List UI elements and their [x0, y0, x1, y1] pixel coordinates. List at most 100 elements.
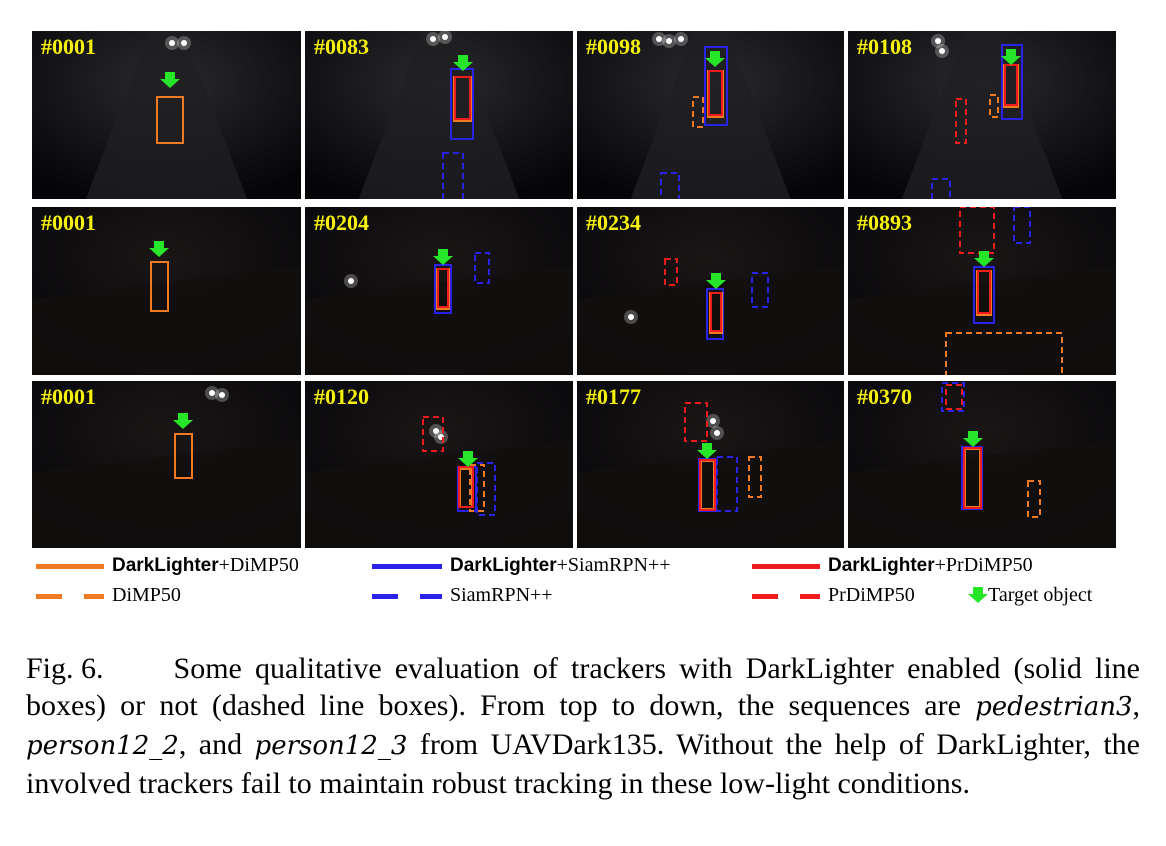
- caption-separator-2: , and: [178, 728, 243, 761]
- darklighter-tracker-box: [710, 292, 722, 332]
- legend-solid-line: [36, 564, 104, 569]
- frame-number-label: #0098: [586, 34, 641, 59]
- legend-label-bold: DarkLighter: [112, 555, 219, 576]
- ground-surface: [32, 265, 301, 375]
- darklighter-tracker-box: [977, 270, 991, 314]
- sequence-name-2: person12_2: [26, 731, 179, 761]
- tracking-frame: #0120: [305, 381, 573, 548]
- light-source: [181, 40, 187, 46]
- baseline-tracker-box: [716, 456, 738, 512]
- tracker-legend: DarkLighter+DiMP50 DarkLighter+SiamRPN++ D…: [0, 548, 1166, 610]
- baseline-tracker-box: [1027, 480, 1041, 518]
- legend-label-bold: DarkLighter: [450, 555, 557, 576]
- legend-label: DiMP50: [112, 583, 181, 607]
- legend-label-text: PrDiMP50: [828, 584, 915, 606]
- tracking-frame: #0083: [305, 31, 573, 199]
- legend-entry: SiamRPN++: [372, 582, 732, 608]
- frame-scene: [848, 31, 1116, 199]
- light-source: [935, 38, 941, 44]
- tracking-frame: #0001: [32, 31, 301, 199]
- frame-scene: [32, 207, 301, 375]
- baseline-tracker-box: [751, 272, 769, 308]
- baseline-tracker-box: [945, 332, 1063, 375]
- frame-scene: [305, 31, 573, 199]
- legend-label-text: +DiMP50: [218, 554, 299, 576]
- legend-label-bold: DarkLighter: [828, 555, 935, 576]
- legend-solid-line: [752, 564, 820, 569]
- darklighter-tracker-box: [454, 76, 471, 120]
- darklighter-tracker-box: [704, 46, 728, 126]
- legend-label: DarkLighter+DiMP50: [112, 553, 299, 578]
- light-source: [939, 48, 945, 54]
- target-object-arrow-icon: [968, 587, 988, 603]
- tracking-frame: #0234: [577, 207, 844, 375]
- frame-number-label: #0893: [857, 210, 912, 235]
- frame-number-label: #0083: [314, 34, 369, 59]
- tracking-frame: #0370: [848, 381, 1116, 548]
- frame-number-label: #0177: [586, 384, 641, 409]
- qualitative-results-grid: #0001 #0083 #0098 #0108 #0001 #0204 #0234 #0893…: [32, 31, 1116, 548]
- frame-number-label: #0001: [41, 34, 96, 59]
- ground-surface: [305, 439, 573, 548]
- baseline-tracker-box: [684, 402, 708, 442]
- tracking-frame: #0108: [848, 31, 1116, 199]
- tracking-frame: #0098: [577, 31, 844, 199]
- target-arrow-icon: [1001, 49, 1021, 65]
- legend-entry: PrDiMP50: [752, 582, 1112, 608]
- legend-dashed-line: [752, 594, 820, 599]
- light-source: [710, 418, 716, 424]
- road-surface: [358, 31, 520, 199]
- baseline-tracker-box: [476, 462, 496, 516]
- sequence-name-1: pedestrian3: [975, 692, 1133, 722]
- baseline-tracker-box: [748, 456, 762, 498]
- baseline-tracker-box: [955, 98, 967, 144]
- frame-scene: [32, 31, 301, 199]
- baseline-tracker-box: [692, 96, 704, 128]
- target-arrow-icon: [453, 55, 473, 71]
- tracking-frame: #0177: [577, 381, 844, 548]
- light-source: [678, 36, 684, 42]
- target-arrow-icon: [160, 72, 180, 88]
- legend-entry: Target object: [968, 582, 1166, 608]
- target-arrow-icon: [149, 241, 169, 257]
- frame-scene: [305, 207, 573, 375]
- frame-scene: [32, 381, 301, 548]
- caption-separator-1: ,: [1132, 689, 1141, 722]
- legend-label: DarkLighter+SiamRPN++: [450, 553, 671, 578]
- caption-text-2: from UAVDark135. Without the help of Dar…: [26, 728, 1140, 800]
- light-source: [656, 36, 662, 42]
- target-arrow-icon: [697, 443, 717, 459]
- light-source: [169, 40, 175, 46]
- light-source: [348, 278, 354, 284]
- baseline-tracker-box: [474, 252, 490, 284]
- legend-label: PrDiMP50: [828, 583, 915, 607]
- darklighter-tracker-box: [437, 268, 449, 308]
- tracking-frame: #0001: [32, 381, 301, 548]
- legend-solid-line: [372, 564, 442, 569]
- frame-scene: [577, 381, 844, 548]
- legend-label-text: +PrDiMP50: [934, 554, 1033, 576]
- sequence-name-3: person12_3: [254, 731, 408, 761]
- figure-caption: Fig. 6. Some qualitative evaluation of tr…: [26, 650, 1140, 802]
- frame-number-label: #0108: [857, 34, 912, 59]
- legend-label: Target object: [988, 583, 1092, 607]
- darklighter-tracker-box: [150, 261, 169, 312]
- legend-entry: DarkLighter+DiMP50: [36, 552, 396, 578]
- darklighter-tracker-box: [1001, 44, 1023, 120]
- baseline-tracker-box: [664, 258, 678, 286]
- tracking-frame: #0001: [32, 207, 301, 375]
- darklighter-tracker-box: [174, 433, 193, 479]
- legend-label-text: DiMP50: [112, 584, 181, 606]
- legend-dashed-line: [36, 594, 104, 599]
- target-arrow-icon: [705, 51, 725, 67]
- target-arrow-icon: [963, 431, 983, 447]
- legend-entry: DarkLighter+PrDiMP50: [752, 552, 1112, 578]
- darklighter-tracker-box: [963, 447, 982, 509]
- light-source: [430, 36, 436, 42]
- tracking-frame: #0204: [305, 207, 573, 375]
- frame-number-label: #0001: [41, 384, 96, 409]
- ground-surface: [848, 265, 1116, 375]
- ground-surface: [577, 439, 844, 548]
- frame-number-label: #0234: [586, 210, 641, 235]
- darklighter-tracker-box: [458, 466, 474, 508]
